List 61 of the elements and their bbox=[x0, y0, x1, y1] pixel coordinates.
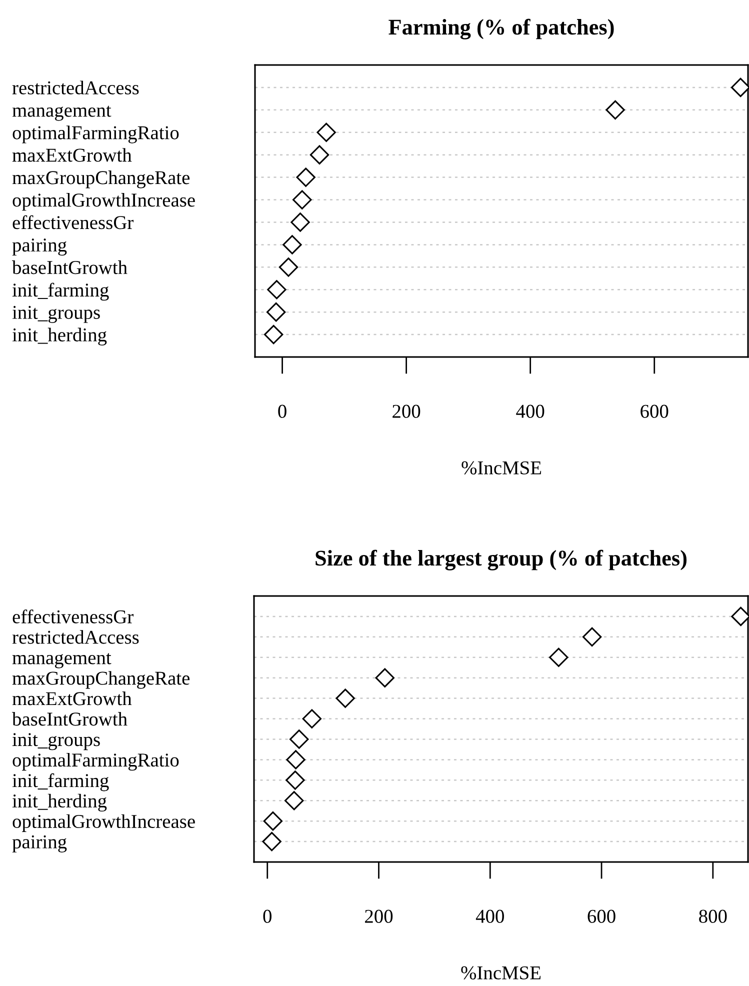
x-tick-label: 200 bbox=[365, 910, 393, 923]
x-tick-label: 600 bbox=[640, 404, 668, 418]
y-tick-label: maxGroupChangeRate bbox=[12, 671, 190, 689]
y-tick-label: optimalFarmingRatio bbox=[12, 126, 179, 144]
y-tick-label: optimalGrowthIncrease bbox=[12, 193, 195, 211]
x-tick-label: 400 bbox=[516, 404, 544, 418]
y-tick-label: pairing bbox=[12, 835, 67, 852]
point bbox=[549, 648, 568, 667]
x-tick-label: 400 bbox=[476, 910, 504, 923]
point bbox=[290, 730, 309, 749]
point bbox=[284, 791, 304, 810]
y-tick-label: optimalFarmingRatio bbox=[12, 752, 179, 771]
y-tick-label: init_herding bbox=[12, 794, 107, 812]
y-tick-label: init_farming bbox=[12, 773, 109, 792]
point bbox=[731, 606, 749, 626]
y-tick-label: effectivenessGr bbox=[12, 215, 134, 230]
x-axis-title: %IncMSE bbox=[462, 461, 542, 474]
point bbox=[292, 190, 312, 210]
x-tick-label: 0 bbox=[278, 404, 286, 418]
y-tick-label: maxExtGrowth bbox=[12, 692, 132, 706]
y-tick-label: management bbox=[12, 106, 112, 121]
point bbox=[302, 709, 322, 728]
point bbox=[267, 280, 286, 300]
y-tick-label: baseIntGrowth bbox=[12, 260, 128, 274]
point bbox=[310, 145, 330, 164]
y-tick-label: management bbox=[12, 653, 112, 668]
point bbox=[278, 258, 298, 277]
y-tick-label: baseIntGrowth bbox=[12, 712, 128, 726]
y-tick-label: init_herding bbox=[12, 328, 107, 346]
y-tick-label: restrictedAccess bbox=[12, 80, 139, 94]
y-tick-label: maxGroupChangeRate bbox=[12, 170, 190, 188]
point bbox=[336, 688, 355, 708]
chart-title: Size of the largest group (% of patches) bbox=[316, 550, 687, 570]
point bbox=[296, 168, 316, 187]
y-tick-label: pairing bbox=[12, 238, 67, 256]
point bbox=[290, 212, 310, 232]
y-tick-label: init_groups bbox=[12, 733, 100, 750]
x-axis-title: %IncMSE bbox=[461, 966, 541, 980]
y-tick-label: maxExtGrowth bbox=[12, 148, 132, 162]
y-tick-label: init_farming bbox=[12, 282, 109, 301]
point bbox=[262, 832, 282, 852]
chart-title: Farming (% of patches) bbox=[388, 18, 614, 40]
point bbox=[264, 324, 284, 344]
point bbox=[730, 78, 749, 98]
y-tick-label: effectivenessGr bbox=[12, 610, 134, 624]
point bbox=[286, 750, 306, 770]
x-tick-label: 800 bbox=[699, 910, 727, 923]
point bbox=[316, 122, 336, 142]
point bbox=[282, 235, 302, 254]
point bbox=[263, 811, 283, 831]
point bbox=[375, 668, 394, 688]
y-tick-label: optimalGrowthIncrease bbox=[12, 814, 195, 832]
y-tick-label: restrictedAccess bbox=[12, 630, 139, 644]
x-tick-label: 0 bbox=[263, 910, 272, 923]
y-tick-label: init_groups bbox=[12, 306, 100, 323]
x-tick-label: 600 bbox=[588, 910, 616, 923]
point bbox=[582, 627, 602, 647]
point bbox=[286, 770, 305, 790]
x-tick-label: 200 bbox=[392, 404, 420, 418]
point bbox=[266, 302, 286, 322]
point bbox=[606, 100, 625, 120]
